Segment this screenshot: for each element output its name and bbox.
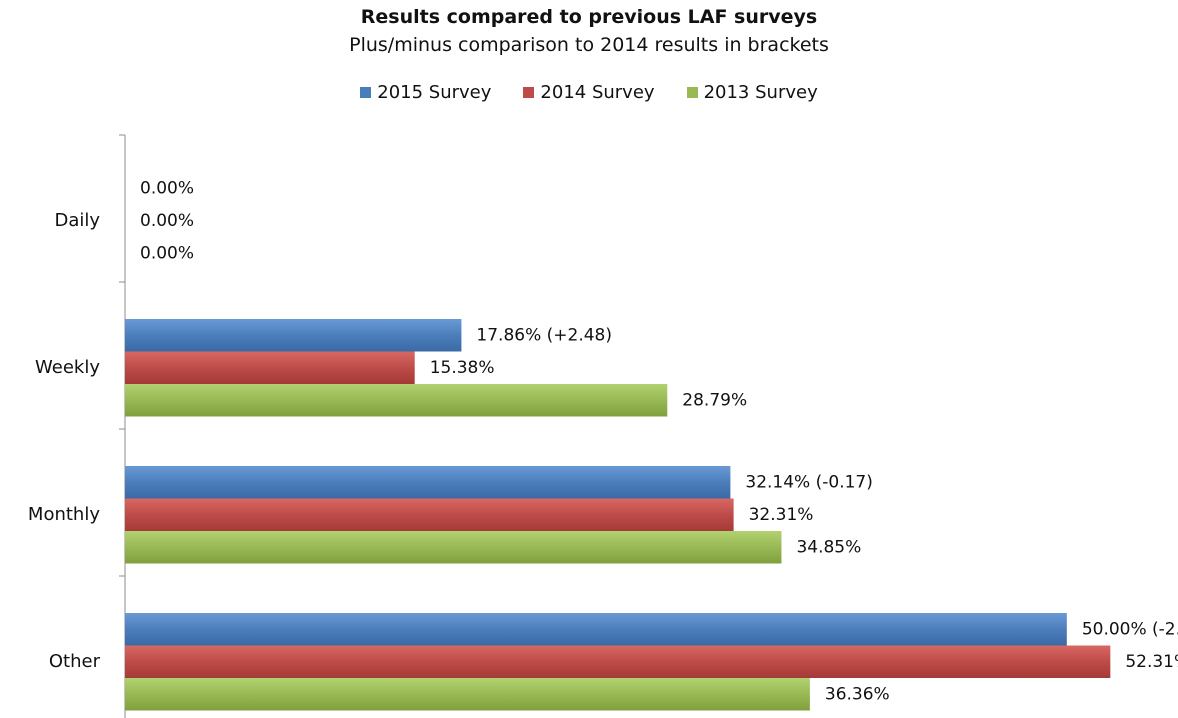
data-label: 50.00% (-2.31): [1082, 619, 1178, 639]
data-label: 32.14% (-0.17): [745, 472, 872, 492]
bar-2015-survey: [125, 613, 1067, 646]
labels: Daily 0.00% 0.00% 0.00% Weekly 17.86% (+2.48)…: [28, 178, 1178, 704]
data-label: 15.38%: [430, 358, 495, 378]
bar-2014-survey: [125, 498, 734, 531]
bar-2013-survey: [125, 531, 782, 564]
chart-subtitle: Plus/minus comparison to 2014 results in…: [349, 34, 829, 56]
data-label: 0.00%: [140, 211, 194, 231]
bar-2013-survey: [125, 678, 810, 711]
legend-swatch-2015: [360, 87, 372, 98]
bar-2015-survey: [125, 319, 462, 352]
legend-item-2013: 2013 Survey: [686, 82, 818, 103]
data-label: 52.31%: [1125, 652, 1178, 672]
legend-swatch-2013: [686, 87, 698, 98]
legend-label-2015: 2015 Survey: [377, 82, 492, 103]
legend-label-2013: 2013 Survey: [703, 82, 818, 103]
legend-item-2015: 2015 Survey: [360, 82, 491, 103]
data-label: 17.86% (+2.48): [476, 325, 612, 345]
y-axis: [119, 134, 126, 718]
category-label: Daily: [54, 210, 100, 231]
category-label: Weekly: [35, 357, 100, 378]
data-label: 36.36%: [825, 684, 890, 704]
legend: 2015 Survey 2014 Survey 2013 Survey: [0, 82, 1178, 103]
data-label: 32.31%: [749, 505, 814, 525]
data-label: 34.85%: [796, 537, 861, 557]
legend-label-2014: 2014 Survey: [540, 82, 655, 103]
data-label: 28.79%: [682, 390, 747, 410]
bar-2013-survey: [125, 384, 668, 417]
legend-swatch-2014: [523, 87, 535, 98]
chart-title: Results compared to previous LAF surveys: [360, 6, 818, 28]
bar-2014-survey: [125, 351, 415, 384]
category-label: Monthly: [28, 504, 100, 525]
data-label: 0.00%: [140, 178, 194, 198]
data-label: 0.00%: [140, 243, 194, 263]
bar-2015-survey: [125, 466, 731, 499]
legend-item-2014: 2014 Survey: [523, 82, 655, 103]
bars: [125, 319, 1111, 711]
category-label: Other: [49, 651, 101, 672]
bar-2014-survey: [125, 645, 1111, 678]
